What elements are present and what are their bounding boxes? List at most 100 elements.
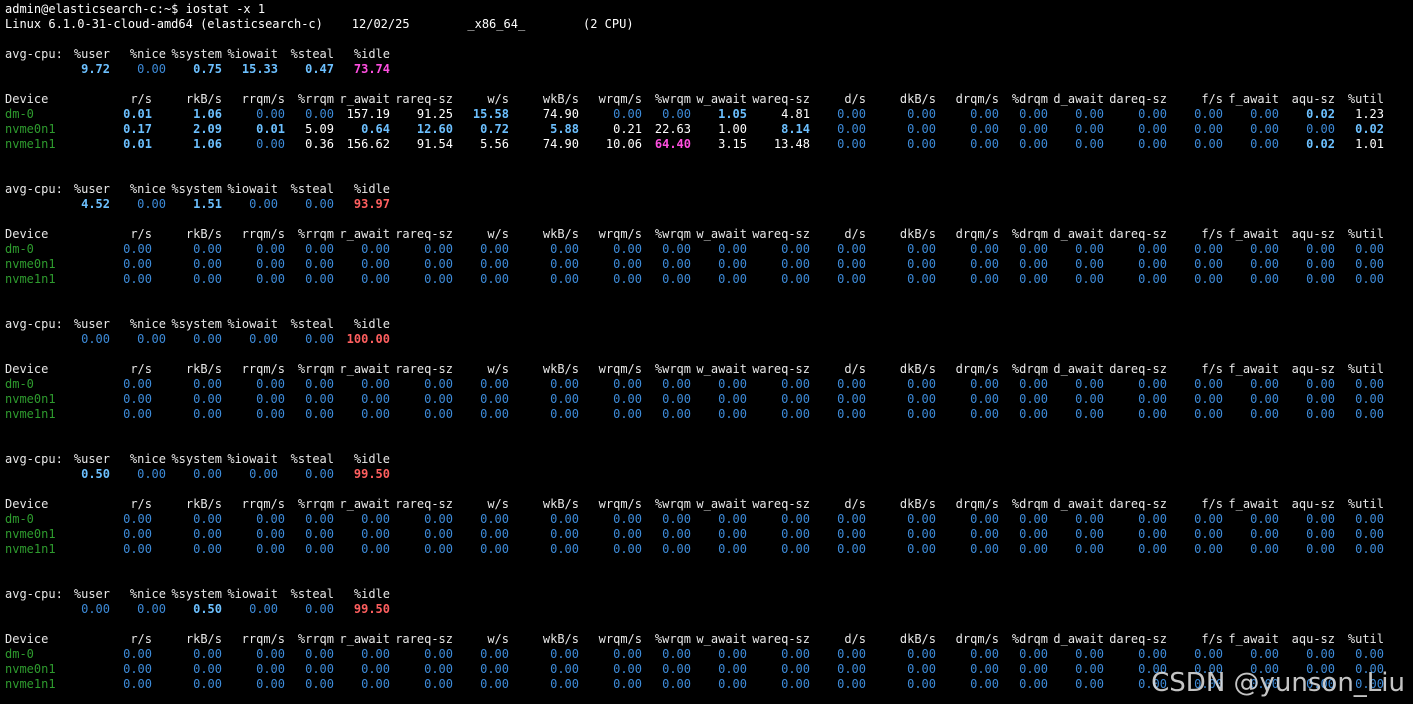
device-value: 0.00 [781,527,810,541]
device-header: w_await [696,497,747,511]
device-value: 0.00 [361,407,390,421]
device-header: aqu-sz [1291,227,1335,241]
device-value: 0.00 [361,512,390,526]
device-header: rkB/s [185,632,222,646]
device-value: 0.00 [1250,647,1279,661]
system-info: Linux 6.1.0-31-cloud-amd64 (elasticsearc… [5,17,634,31]
device-value: 0.00 [1075,137,1104,151]
device-header: Device [5,497,49,511]
device-value: 0.00 [1306,542,1335,556]
device-value: 0.00 [837,647,866,661]
device-value: 0.00 [1019,677,1048,691]
device-value: 74.90 [542,107,579,121]
device-value: 0.00 [1355,242,1384,256]
device-value: 0.00 [1019,242,1048,256]
watermark-text: CSDN @yunson_Liu [1151,668,1405,698]
device-value: 0.00 [193,242,222,256]
cpu-value: 0.00 [193,332,222,346]
device-value: 0.00 [480,407,509,421]
device-value: 0.00 [123,662,152,676]
device-header: f/s [1201,362,1223,376]
device-value: 0.00 [1355,377,1384,391]
device-value: 0.00 [550,662,579,676]
device-value: 0.00 [970,542,999,556]
cpu-value: 99.50 [353,467,390,481]
device-header: aqu-sz [1291,497,1335,511]
device-value: 4.81 [781,107,810,121]
device-header: w/s [487,92,509,106]
device-value: 0.00 [1138,512,1167,526]
device-value: 0.00 [970,272,999,286]
device-value: 0.00 [1306,122,1335,136]
device-name: nvme1n1 [5,407,56,421]
device-header: f/s [1201,632,1223,646]
device-value: 0.00 [1075,407,1104,421]
device-value: 5.09 [305,122,334,136]
device-header: rrqm/s [241,632,285,646]
device-value: 0.00 [305,542,334,556]
device-header: r_await [339,632,390,646]
cpu-header: %nice [129,317,166,331]
device-value: 0.00 [424,392,453,406]
device-value: 0.00 [1075,392,1104,406]
device-value: 0.00 [305,527,334,541]
cpu-header: %iowait [227,452,278,466]
device-value: 0.00 [970,662,999,676]
device-header: dkB/s [899,92,936,106]
device-header: w/s [487,227,509,241]
device-value: 0.00 [970,527,999,541]
device-value: 0.00 [305,662,334,676]
device-header: %util [1347,497,1384,511]
device-value: 0.00 [123,257,152,271]
device-name: nvme1n1 [5,677,56,691]
device-value: 0.00 [1138,542,1167,556]
device-value: 0.00 [361,542,390,556]
device-value: 0.00 [718,257,747,271]
device-header: f/s [1201,227,1223,241]
device-value: 0.00 [1019,392,1048,406]
device-header: r_await [339,92,390,106]
cpu-header: %iowait [227,317,278,331]
device-value: 0.00 [837,137,866,151]
device-header: wareq-sz [752,497,810,511]
device-value: 0.00 [662,512,691,526]
device-value: 0.00 [613,272,642,286]
device-value: 0.00 [1250,272,1279,286]
device-header: aqu-sz [1291,362,1335,376]
device-value: 0.00 [1250,392,1279,406]
device-header: %rrqm [297,632,334,646]
device-value: 0.00 [1306,242,1335,256]
device-value: 0.00 [1194,137,1223,151]
device-value: 0.00 [837,272,866,286]
cpu-label: avg-cpu: [5,587,63,601]
cpu-label: avg-cpu: [5,47,63,61]
device-value: 0.00 [1075,662,1104,676]
device-value: 0.00 [550,242,579,256]
cpu-header: %steal [290,452,334,466]
device-value: 0.00 [361,662,390,676]
device-value: 0.17 [123,122,152,136]
device-value: 0.00 [1250,677,1279,691]
device-header: %wrqm [654,92,691,106]
device-header: d/s [844,92,866,106]
cpu-label: avg-cpu: [5,452,63,466]
device-value: 0.00 [1194,122,1223,136]
device-value: 0.00 [1194,527,1223,541]
device-value: 0.00 [480,647,509,661]
device-header: %rrqm [297,92,334,106]
device-header: wrqm/s [598,362,642,376]
device-value: 0.00 [1019,377,1048,391]
device-value: 0.00 [837,377,866,391]
device-value: 0.00 [613,527,642,541]
cpu-header: %idle [353,182,390,196]
device-value: 0.00 [1019,257,1048,271]
device-header: wareq-sz [752,632,810,646]
device-value: 0.00 [123,512,152,526]
device-value: 0.00 [1194,242,1223,256]
device-value: 0.00 [550,392,579,406]
device-name: nvme1n1 [5,272,56,286]
device-header: wareq-sz [752,92,810,106]
device-value: 0.00 [480,257,509,271]
device-value: 0.00 [1250,662,1279,676]
device-value: 1.00 [718,122,747,136]
